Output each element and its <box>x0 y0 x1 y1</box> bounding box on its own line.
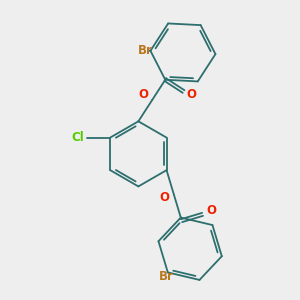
Text: O: O <box>159 191 169 204</box>
Text: Cl: Cl <box>72 131 85 144</box>
Text: O: O <box>186 88 196 101</box>
Text: O: O <box>206 204 216 217</box>
Text: Br: Br <box>159 270 174 284</box>
Text: Br: Br <box>138 44 153 57</box>
Text: O: O <box>139 88 149 101</box>
